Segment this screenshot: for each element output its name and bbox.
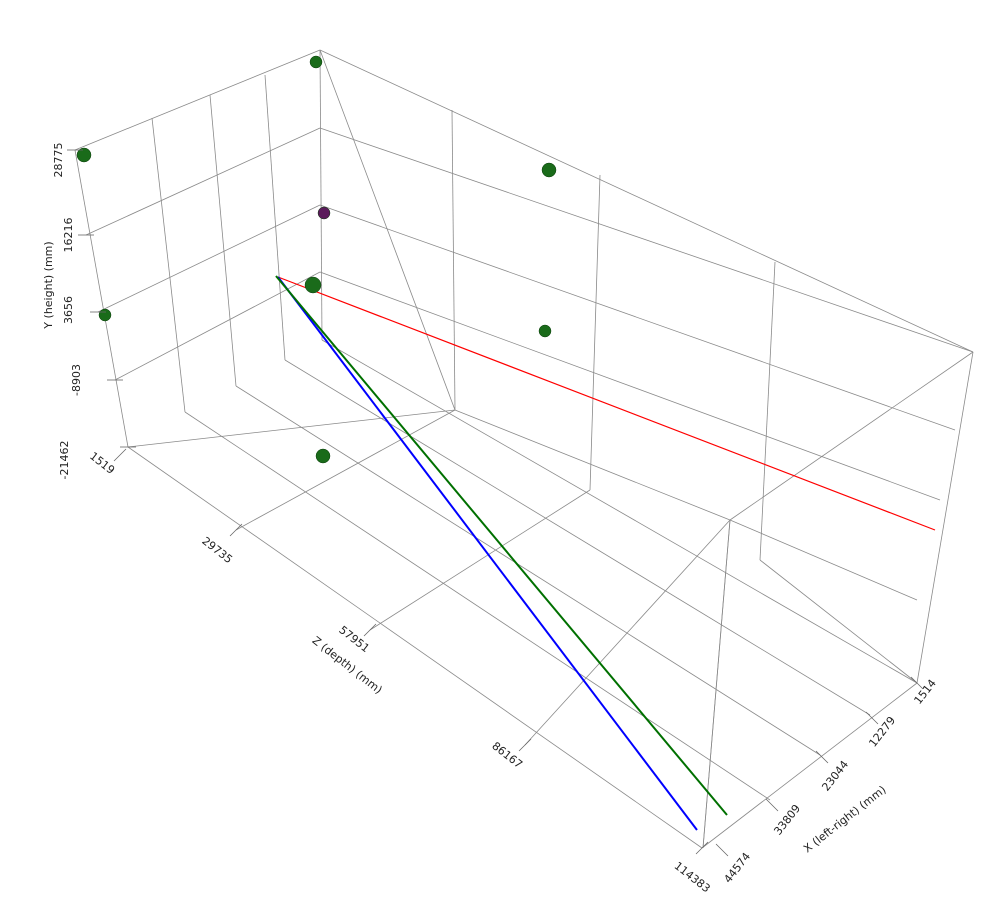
grid-floor-x-1 — [235, 385, 821, 756]
box-edge-0 — [127, 446, 703, 849]
grid-backright-h-2 — [319, 271, 941, 501]
data-point-7 — [315, 448, 331, 464]
data-point-5 — [98, 308, 112, 322]
series-line-1 — [277, 276, 698, 831]
y_axis-tick-label-4: 28775 — [52, 143, 65, 178]
grid-floor-z-0 — [235, 409, 456, 531]
box-edge-3 — [319, 49, 974, 353]
box-edge-6 — [319, 49, 456, 411]
series-lines — [275, 275, 936, 831]
data-point-1 — [76, 147, 92, 163]
x_axis-tick-label-2: 23044 — [819, 758, 851, 794]
x_axis-tick-label-3: 12279 — [866, 714, 898, 750]
grid-backleft-h-1 — [97, 204, 321, 313]
data-point-6 — [538, 324, 552, 338]
box-edge-2 — [916, 351, 974, 684]
x_axis-tick-label-1: 33809 — [771, 802, 803, 838]
grid-backright-h-0 — [319, 127, 974, 353]
grid-backleft-v-2 — [264, 74, 286, 361]
grid-backleft-v-1 — [209, 94, 237, 387]
z_axis-tick-label-3: 86167 — [489, 739, 525, 771]
grid-backright-h-1 — [319, 204, 956, 431]
y_axis-tick-label-1: -8903 — [70, 364, 83, 396]
z_axis-tick-mark-4 — [695, 841, 709, 855]
grid-backright-v-0 — [451, 109, 456, 411]
box-edge-8 — [729, 351, 974, 521]
data-point-2 — [541, 162, 557, 178]
box-edge-1 — [701, 682, 918, 849]
y-axis-title: Y (height) (mm) — [42, 241, 55, 329]
grid-front-1 — [759, 559, 918, 684]
series-line-2 — [275, 275, 728, 816]
z-axis-title: Z (depth) (mm) — [310, 634, 385, 697]
z_axis-tick-mark-1 — [229, 523, 243, 537]
grid-floor-x-3 — [321, 339, 918, 684]
grid-floor-z-1 — [369, 489, 591, 631]
grid-front-0 — [729, 519, 918, 601]
grid-backright-v-1 — [589, 174, 601, 491]
grid-backleft-h-0 — [85, 127, 321, 236]
grid-front-2 — [702, 519, 731, 849]
y_axis-tick-label-3: 16216 — [62, 218, 75, 253]
box-edge-7 — [454, 409, 731, 521]
z_axis-tick-mark-0 — [113, 448, 127, 462]
grid-backleft-v-3 — [319, 49, 323, 341]
z_axis-tick-label-0: 1519 — [87, 450, 117, 477]
axis-ticks: -21462 -8903 3656 16216 28775 1519 29735 57951 8… — [52, 143, 939, 896]
grid-backright-v-2 — [759, 261, 776, 561]
grid-floor-z-2 — [524, 519, 731, 746]
data-point-4 — [304, 276, 322, 294]
x_axis-tick-mark-2 — [815, 750, 829, 764]
grid-backleft-h-2 — [114, 271, 321, 381]
z_axis-tick-label-4: 114383 — [672, 859, 713, 895]
grid-floor-x-0 — [184, 411, 771, 801]
data-points — [76, 55, 557, 464]
box-edge-4 — [74, 49, 321, 151]
x_axis-tick-mark-0 — [715, 843, 729, 857]
grid-backleft-v-0 — [151, 117, 186, 413]
x_axis-tick-mark-3 — [865, 711, 879, 725]
grid-lines — [74, 49, 974, 849]
x_axis-tick-mark-4 — [910, 676, 924, 690]
series-line-0 — [277, 276, 936, 531]
y_axis-tick-label-2: 3656 — [62, 296, 75, 324]
x_axis-tick-mark-1 — [765, 798, 779, 812]
x-axis-title: X (left-right) (mm) — [801, 783, 888, 855]
data-point-0 — [309, 55, 323, 69]
z_axis-tick-label-1: 29735 — [199, 534, 235, 566]
box-edge-9 — [127, 409, 456, 448]
y_axis-tick-label-0: -21462 — [58, 441, 71, 480]
z_axis-tick-mark-2 — [363, 623, 377, 637]
z_axis-tick-label-2: 57951 — [336, 623, 372, 655]
grid-floor-x-2 — [284, 359, 871, 716]
z_axis-tick-mark-3 — [518, 738, 532, 752]
box-edge-5 — [74, 149, 129, 448]
x_axis-tick-label-0: 44574 — [721, 850, 753, 886]
data-point-3 — [317, 206, 331, 220]
